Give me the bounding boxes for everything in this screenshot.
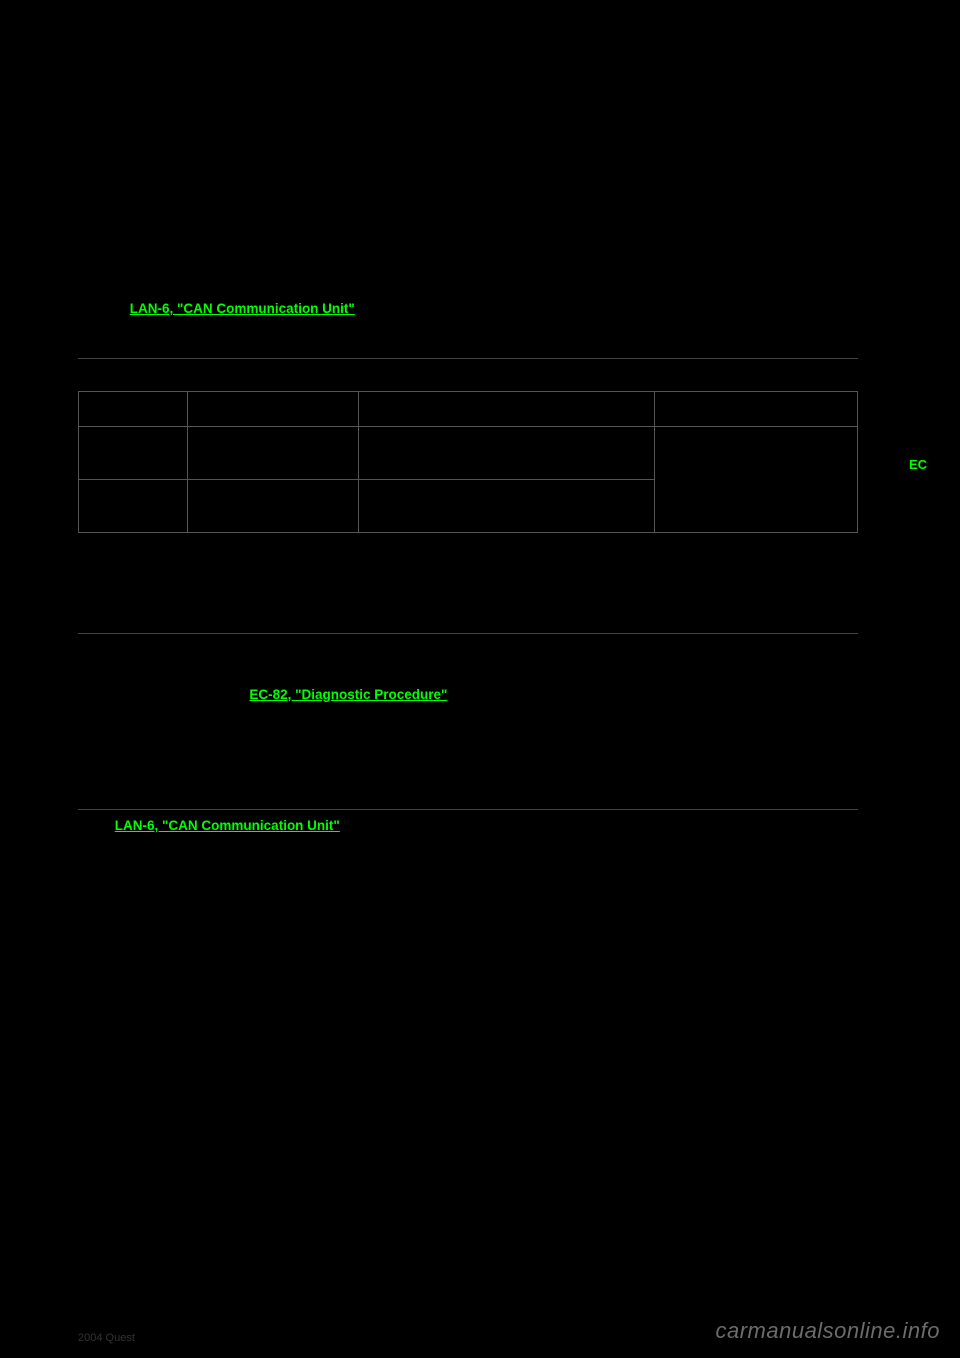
confirmation-tag: NBS004UD bbox=[806, 582, 858, 597]
description-tag: NBS004UB bbox=[807, 169, 858, 184]
description-paragraph: CAN (Controller Area Network) is a seria… bbox=[78, 192, 858, 293]
side-tab[interactable]: J bbox=[894, 316, 942, 343]
onboard-heading-row: On Board Diagnosis Logic NBS004UC bbox=[78, 334, 858, 360]
cell-cond: ECM can not communicate to other control… bbox=[359, 427, 655, 480]
side-tab[interactable]: B bbox=[894, 478, 942, 505]
page-content: DTC U1000, U1001 CAN COMMUNICATION LINE … bbox=[78, 40, 858, 842]
confirmation-heading: DTC Confirmation Procedure NBS004UD bbox=[78, 574, 858, 600]
section-label: [VQ35DE] bbox=[78, 65, 858, 85]
col-condition: DTC detecting condition bbox=[359, 392, 655, 427]
table-header-row: DTC No. Trouble diagnosis name DTC detec… bbox=[79, 392, 858, 427]
side-tab[interactable]: C bbox=[894, 127, 942, 154]
cell-dtc: U1000 bbox=[79, 427, 188, 480]
side-tab[interactable]: D bbox=[894, 154, 942, 181]
can-goto: Go to LAN-6, "CAN Communication Unit" in… bbox=[78, 816, 858, 836]
ok-or-ng: OK or NG bbox=[78, 711, 858, 731]
col-trouble-name: Trouble diagnosis name bbox=[188, 392, 359, 427]
ec82-link[interactable]: EC-82, "Diagnostic Procedure" bbox=[249, 687, 447, 702]
cell-cause: Harness or connectors (CAN communication… bbox=[655, 427, 858, 533]
cell-cond: ECM can not communicate to other control… bbox=[359, 480, 655, 533]
side-tab[interactable]: E bbox=[894, 181, 942, 208]
refer-pre: Refer to bbox=[78, 301, 130, 316]
diagnostic-heading-text: Diagnostic Procedure bbox=[78, 749, 254, 775]
page-header-right: DTC U1000, U1001 CAN COMMUNICATION LINE bbox=[78, 40, 858, 61]
description-heading: Description NBS004UB bbox=[78, 161, 858, 187]
step1-list: Turn ignition switch ON and wait at leas… bbox=[100, 640, 858, 705]
step1-item: If DTC is detected, go to EC-82, "Diagno… bbox=[100, 685, 858, 705]
cause-item: Harness or connectors (CAN communication… bbox=[679, 453, 847, 507]
dtc-table: DTC No. Trouble diagnosis name DTC detec… bbox=[78, 391, 858, 533]
side-tab[interactable]: A bbox=[894, 424, 942, 451]
side-tab[interactable]: M bbox=[894, 397, 942, 424]
side-tab[interactable]: F bbox=[894, 208, 942, 235]
table-footnote: *: This self-diagnosis does not have the… bbox=[78, 539, 858, 556]
refer-post: in "LAN SYSTEM". bbox=[355, 301, 472, 316]
step-1-inspection-start: 1. INSPECTION START bbox=[78, 609, 858, 634]
side-tab-active[interactable]: EC bbox=[894, 451, 942, 478]
cell-name: CAN communication line bbox=[188, 480, 359, 533]
step1-item: Select "SELF-DIAG RESULTS" mode with CON… bbox=[100, 663, 858, 683]
side-tab[interactable]: G bbox=[894, 235, 942, 262]
side-tab[interactable]: I bbox=[894, 289, 942, 316]
description-heading-text: Description bbox=[78, 161, 172, 187]
top-side-link[interactable]: EC-82 bbox=[894, 100, 942, 127]
cell-dtc: U1001* bbox=[79, 480, 188, 533]
refer-line: Refer to LAN-6, "CAN Communication Unit"… bbox=[78, 299, 858, 319]
can-goto-pre: Go to bbox=[78, 818, 115, 833]
logic-paragraph: This self-diagnosis has the one trip det… bbox=[78, 365, 858, 385]
side-tab[interactable]: L bbox=[894, 370, 942, 397]
diagnostic-heading: Diagnostic Procedure NBS004UF bbox=[78, 749, 858, 775]
edition-label: 2004 Quest bbox=[78, 1332, 135, 1344]
col-cause: Possible cause bbox=[655, 392, 858, 427]
onboard-tag: NBS004UC bbox=[806, 334, 858, 349]
lan-link-2[interactable]: LAN-6, "CAN Communication Unit" bbox=[115, 818, 340, 833]
cell-name: CAN communication line bbox=[188, 427, 359, 480]
pfp-code: PFP:23710 bbox=[78, 89, 858, 107]
diagnostic-tag: NBS004UF bbox=[807, 757, 858, 772]
step1-item3-post: . bbox=[447, 687, 455, 702]
side-tab[interactable]: K bbox=[894, 343, 942, 370]
col-dtc-no: DTC No. bbox=[79, 392, 188, 427]
page-number: EC-82 bbox=[463, 1330, 497, 1344]
table-row: U1000 CAN communication line ECM can not… bbox=[79, 427, 858, 480]
step-1-can-inspection: 1. CAN INSPECTION USING CONSULT-II bbox=[78, 785, 858, 810]
side-tab-strip: EC-82 C D E F G H I J K L M A EC B bbox=[894, 100, 942, 505]
step1-item3-pre: If DTC is detected, go to bbox=[100, 687, 249, 702]
can-goto-post: in "LAN SYSTEM". bbox=[340, 818, 457, 833]
side-tab[interactable]: H bbox=[894, 262, 942, 289]
page-title: DTC U1000, U1001 CAN COMMUNICATION LINE bbox=[78, 121, 858, 151]
step1-item: Turn ignition switch ON and wait at leas… bbox=[100, 640, 858, 660]
lan-link[interactable]: LAN-6, "CAN Communication Unit" bbox=[130, 301, 355, 316]
confirmation-heading-text: DTC Confirmation Procedure bbox=[78, 574, 312, 600]
onboard-heading: On Board Diagnosis Logic bbox=[78, 336, 266, 353]
watermark: carmanualsonline.info bbox=[715, 1318, 940, 1344]
